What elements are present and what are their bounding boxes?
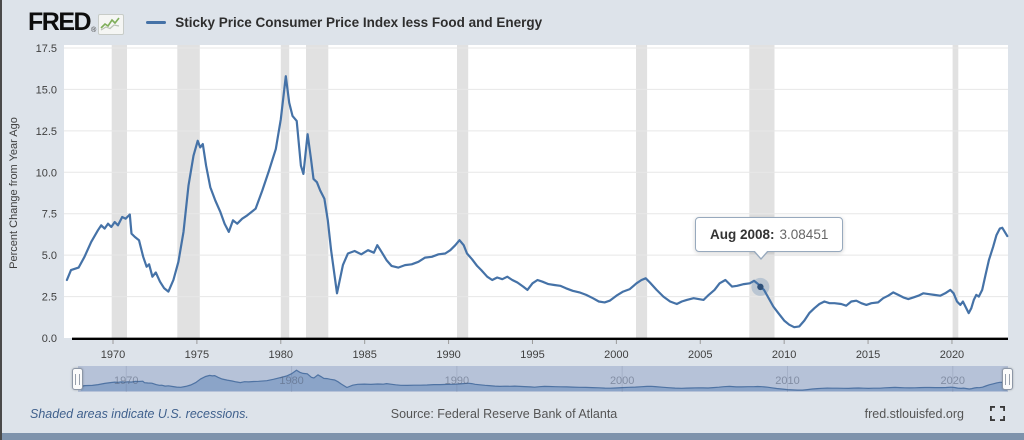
minimap-line <box>80 369 1008 391</box>
chart-tooltip: Aug 2008: 3.08451 <box>695 217 844 260</box>
minimap-decade-label: 2020 <box>941 375 965 387</box>
x-tick-label: 1990 <box>436 349 460 361</box>
y-tick-label: 7.5 <box>42 209 57 221</box>
x-tick-label: 2015 <box>856 349 880 361</box>
x-tick-label: 2000 <box>604 349 628 361</box>
x-tick-label: 2020 <box>940 349 964 361</box>
y-tick-label: 2.5 <box>42 292 57 304</box>
x-tick-label: 2005 <box>688 349 712 361</box>
x-tick-label: 1970 <box>101 349 125 361</box>
source-text: Source: Federal Reserve Bank of Atlanta <box>390 407 618 421</box>
window-left-edge <box>0 0 2 440</box>
y-tick-label: 17.5 <box>36 43 57 55</box>
tooltip-date: Aug 2008: <box>710 227 775 242</box>
y-axis-title: Percent Change from Year Ago <box>8 117 20 269</box>
legend-line-swatch <box>146 20 167 24</box>
y-tick-label: 10.0 <box>36 167 57 179</box>
y-tick-label: 15.0 <box>36 84 57 96</box>
fred-logo[interactable]: FRED ® <box>28 7 125 36</box>
y-tick-label: 5.0 <box>42 250 57 262</box>
minimap-decade-label: 2010 <box>775 375 799 387</box>
footer: Shaded areas indicate U.S. recessions. S… <box>0 402 1024 428</box>
plot-area[interactable] <box>64 45 1008 338</box>
minimap-decade-label: 1990 <box>445 375 469 387</box>
minimap-decade-label: 1980 <box>279 375 303 387</box>
fred-logo-chart-icon <box>98 13 125 35</box>
highlight-point[interactable] <box>757 283 764 291</box>
range-handle-right[interactable] <box>1002 368 1013 390</box>
fred-site-link[interactable]: fred.stlouisfed.org <box>864 407 964 421</box>
recession-band <box>636 45 648 338</box>
y-tick-label: 12.5 <box>36 126 57 138</box>
recession-band <box>952 45 959 338</box>
chart-title: Sticky Price Consumer Price Index less F… <box>175 14 543 30</box>
registered-mark-icon: ® <box>91 26 97 34</box>
fred-logo-text: FRED <box>28 7 92 36</box>
x-tick-label: 1995 <box>520 349 544 361</box>
recession-band <box>457 45 469 338</box>
recession-band <box>306 45 329 338</box>
bottom-accent-bar <box>0 433 1024 440</box>
recession-note-link[interactable]: Shaded areas indicate U.S. recessions. <box>30 407 249 421</box>
range-handle-left[interactable] <box>72 368 83 390</box>
minimap-area <box>80 370 1008 391</box>
x-tick-label: 1975 <box>185 349 209 361</box>
fullscreen-icon[interactable] <box>989 405 1006 422</box>
minimap-decade-label: 2000 <box>610 375 634 387</box>
minimap-decade-label: 1970 <box>114 375 138 387</box>
recession-band <box>280 45 290 338</box>
series-line[interactable] <box>65 75 1009 329</box>
x-tick-label: 1980 <box>269 349 293 361</box>
recession-band <box>111 45 127 338</box>
tooltip-value: 3.08451 <box>779 227 829 242</box>
legend: Sticky Price Consumer Price Index less F… <box>146 15 542 30</box>
y-tick-label: 0.0 <box>42 333 57 345</box>
header: FRED ® Sticky Price Consumer Price Index… <box>28 7 542 37</box>
x-tick-label: 2010 <box>772 349 796 361</box>
x-tick-label: 1985 <box>352 349 376 361</box>
